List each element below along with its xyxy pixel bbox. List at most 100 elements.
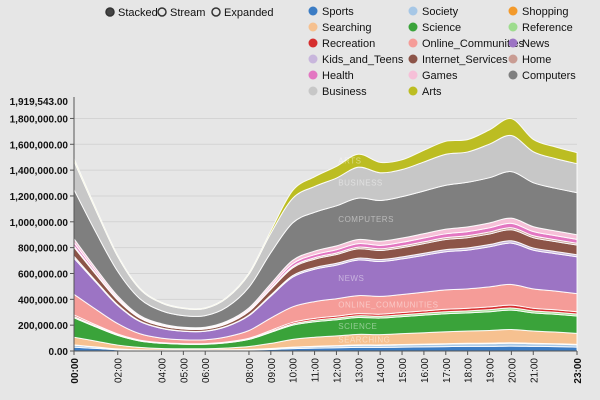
legend-label-kids-and-teens: Kids_and_Teens <box>322 54 404 66</box>
legend-swatch-internet-services <box>408 54 418 64</box>
legend-swatch-reference <box>508 22 518 32</box>
legend-label-searching: Searching <box>322 22 372 34</box>
legend-item-internet-services[interactable]: Internet_Services <box>408 54 509 66</box>
x-tick-label: 02:00 <box>114 358 125 383</box>
x-tick-label: 21:00 <box>529 358 540 383</box>
y-tick-label: 400,000.00 <box>18 295 68 306</box>
legend-label-home: Home <box>522 54 551 66</box>
x-tick-label: 09:00 <box>267 358 278 383</box>
y-axis: 1,919,543.00 0.00 200,000.00 400,000.00 600… <box>10 97 75 358</box>
x-tick-label: 11:00 <box>311 358 322 383</box>
y-tick-label: 600,000.00 <box>18 269 68 280</box>
legend-swatch-recreation <box>308 38 318 48</box>
legend-item-shopping[interactable]: Shopping <box>508 6 569 18</box>
legend-label-internet-services: Internet_Services <box>422 54 508 66</box>
legend-item-reference[interactable]: Reference <box>508 22 573 34</box>
y-tick-label: 1,800,000.00 <box>10 114 69 125</box>
x-tick-label: 19:00 <box>486 358 497 383</box>
legend-swatch-health <box>308 70 318 80</box>
legend-item-science[interactable]: Science <box>408 22 462 34</box>
x-tick-label: 16:00 <box>420 358 431 383</box>
x-axis: 00:00 02:00 04:00 05:00 06:00 08:00 09:00 10:00… <box>70 350 584 384</box>
legend-item-society[interactable]: Society <box>408 6 459 18</box>
legend-swatch-games <box>408 70 418 80</box>
y-tick-label: 1,400,000.00 <box>10 166 69 177</box>
mode-label-stacked: Stacked <box>118 7 158 19</box>
legend-label-news: News <box>522 38 550 50</box>
legend-swatch-news <box>508 38 518 48</box>
legend-label-business: Business <box>322 86 367 98</box>
area-label-science: SCIENCE <box>338 322 377 331</box>
x-tick-label: 00:00 <box>70 358 81 384</box>
y-tick-label: 0.00 <box>49 347 69 358</box>
legend-swatch-science <box>408 22 418 32</box>
legend-item-home[interactable]: Home <box>508 54 552 66</box>
area-label-business: BUSINESS <box>338 179 382 188</box>
y-tick-label: 200,000.00 <box>18 321 68 332</box>
mode-option-stream[interactable]: Stream <box>157 7 205 19</box>
x-tick-label: 06:00 <box>201 358 212 383</box>
legend: Sports Society Shopping Searching Science Ref… <box>308 6 577 98</box>
y-tick-label: 800,000.00 <box>18 244 68 255</box>
legend-swatch-business <box>308 86 318 96</box>
legend-item-news[interactable]: News <box>508 38 551 50</box>
x-tick-label: 23:00 <box>573 358 584 384</box>
legend-label-sports: Sports <box>322 6 354 18</box>
x-tick-label: 20:00 <box>507 358 518 383</box>
stream-areas: SEARCHING SCIENCE ONLINE_COMMUNITIES NEWS CO… <box>73 118 578 352</box>
x-tick-label: 10:00 <box>289 358 300 383</box>
legend-label-health: Health <box>322 70 354 82</box>
legend-swatch-shopping <box>508 6 518 16</box>
legend-swatch-home <box>508 54 518 64</box>
legend-swatch-society <box>408 6 418 16</box>
legend-label-shopping: Shopping <box>522 6 569 18</box>
mode-radio-stacked[interactable] <box>105 7 115 17</box>
y-axis-max-label: 1,919,543.00 <box>10 97 69 108</box>
legend-label-science: Science <box>422 22 461 34</box>
mode-radio-stream[interactable] <box>157 7 167 17</box>
legend-label-recreation: Recreation <box>322 38 375 50</box>
mode-label-stream: Stream <box>170 7 205 19</box>
legend-item-kids-and-teens[interactable]: Kids_and_Teens <box>308 54 404 66</box>
mode-radio-expanded[interactable] <box>211 7 221 17</box>
area-label-searching: SEARCHING <box>338 336 390 345</box>
legend-item-business[interactable]: Business <box>308 86 368 98</box>
legend-item-computers[interactable]: Computers <box>508 70 577 82</box>
area-label-online-communities: ONLINE_COMMUNITIES <box>338 301 438 310</box>
y-tick-label: 1,000,000.00 <box>10 218 69 229</box>
x-tick-label: 17:00 <box>442 358 453 383</box>
y-tick-label: 1,200,000.00 <box>10 192 69 203</box>
legend-label-games: Games <box>422 70 458 82</box>
legend-label-computers: Computers <box>522 70 576 82</box>
legend-item-games[interactable]: Games <box>408 70 458 82</box>
legend-item-online-communities[interactable]: Online_Communities <box>408 38 525 50</box>
legend-swatch-sports <box>308 6 318 16</box>
mode-label-expanded: Expanded <box>224 7 274 19</box>
mode-selector[interactable]: Stacked Stream Expanded <box>105 7 274 19</box>
area-label-computers: COMPUTERS <box>338 215 394 224</box>
x-tick-label: 15:00 <box>398 358 409 383</box>
x-tick-label: 14:00 <box>376 358 387 383</box>
legend-swatch-online-communities <box>408 38 418 48</box>
x-tick-label: 12:00 <box>332 358 343 383</box>
legend-label-reference: Reference <box>522 22 573 34</box>
legend-swatch-searching <box>308 22 318 32</box>
area-label-arts: ARTS <box>338 157 361 166</box>
legend-item-health[interactable]: Health <box>308 70 354 82</box>
legend-item-searching[interactable]: Searching <box>308 22 372 34</box>
legend-item-arts[interactable]: Arts <box>408 86 443 98</box>
legend-label-arts: Arts <box>422 86 442 98</box>
x-tick-label: 18:00 <box>464 358 475 383</box>
area-label-news: NEWS <box>338 274 364 283</box>
mode-option-expanded[interactable]: Expanded <box>211 7 274 19</box>
x-tick-label: 13:00 <box>354 358 365 383</box>
legend-swatch-arts <box>408 86 418 96</box>
y-tick-label: 1,600,000.00 <box>10 140 69 151</box>
x-tick-label: 05:00 <box>179 358 190 383</box>
legend-item-sports[interactable]: Sports <box>308 6 355 18</box>
area-arts[interactable] <box>73 118 578 311</box>
mode-option-stacked[interactable]: Stacked <box>105 7 158 19</box>
x-tick-label: 04:00 <box>157 358 168 383</box>
legend-item-recreation[interactable]: Recreation <box>308 38 376 50</box>
